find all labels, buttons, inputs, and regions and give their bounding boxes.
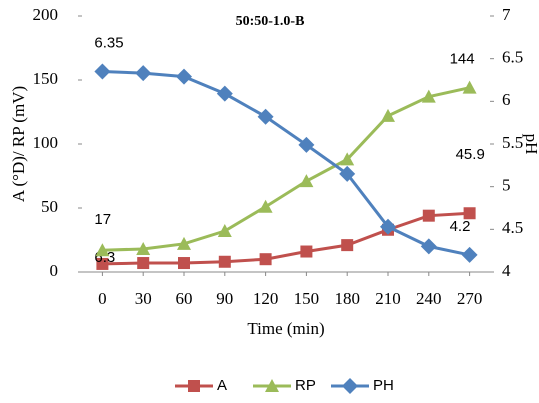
marker xyxy=(137,257,150,270)
data-label: 6.35 xyxy=(94,34,123,51)
marker xyxy=(341,239,354,252)
marker xyxy=(422,209,435,222)
marker xyxy=(298,136,315,153)
marker xyxy=(259,253,272,266)
marker xyxy=(420,238,437,255)
marker xyxy=(461,246,478,263)
legend-label[interactable]: PH xyxy=(373,377,394,394)
x-tick-label: 120 xyxy=(253,289,279,308)
legend-marker xyxy=(342,378,358,394)
x-tick-label: 270 xyxy=(457,289,483,308)
marker xyxy=(300,245,313,258)
legend-marker xyxy=(265,379,279,392)
y-tick-label: 0 xyxy=(50,261,59,280)
marker xyxy=(96,257,109,270)
x-axis-label: Time (min) xyxy=(247,319,324,338)
y2-axis-label: pH xyxy=(522,134,539,155)
marker xyxy=(216,85,233,102)
marker xyxy=(258,199,273,213)
x-tick-label: 210 xyxy=(375,289,401,308)
chart-title: 50:50-1.0-B xyxy=(236,14,305,29)
legend-marker xyxy=(188,380,200,392)
x-tick-label: 90 xyxy=(216,289,233,308)
marker xyxy=(217,224,232,238)
data-label: 17 xyxy=(94,211,111,228)
marker xyxy=(176,68,192,85)
y2-tick-label: 6.5 xyxy=(502,48,523,67)
y-tick-label: 150 xyxy=(33,69,59,88)
series-line xyxy=(102,86,470,252)
y2-tick-label: 5 xyxy=(502,176,511,195)
marker xyxy=(136,241,151,255)
marker xyxy=(95,243,110,257)
marker xyxy=(94,63,111,80)
y-tick-label: 200 xyxy=(33,5,59,24)
data-label: 4.2 xyxy=(450,218,471,235)
y2-tick-label: 5.5 xyxy=(502,133,523,152)
x-tick-label: 30 xyxy=(135,289,152,308)
x-tick-label: 0 xyxy=(98,289,107,308)
marker xyxy=(462,80,477,94)
x-tick-label: 60 xyxy=(176,289,193,308)
marker xyxy=(135,65,152,82)
y2-tick-label: 4 xyxy=(502,261,511,280)
x-tick-label: 240 xyxy=(416,289,442,308)
marker xyxy=(339,165,356,182)
marker xyxy=(299,174,314,188)
y2-tick-label: 4.5 xyxy=(502,218,523,237)
data-label: 144 xyxy=(450,51,475,68)
x-tick-label: 150 xyxy=(294,289,320,308)
marker xyxy=(257,108,274,125)
series-line xyxy=(102,211,470,266)
data-label: 45.9 xyxy=(456,146,485,163)
marker xyxy=(340,152,355,166)
y2-tick-label: 7 xyxy=(502,5,511,24)
series-line xyxy=(102,69,470,257)
marker xyxy=(218,255,231,268)
marker xyxy=(380,218,396,235)
y-tick-label: 50 xyxy=(41,197,58,216)
marker xyxy=(177,236,191,250)
y-tick-label: 100 xyxy=(33,133,59,152)
marker xyxy=(178,257,190,270)
marker xyxy=(421,89,436,103)
marker xyxy=(463,207,476,220)
legend-label[interactable]: RP xyxy=(295,377,316,394)
x-tick-label: 180 xyxy=(334,289,360,308)
y2-tick-label: 6 xyxy=(502,90,511,109)
y-axis-label: A (°D)/ RP (mV) xyxy=(9,86,28,202)
marker xyxy=(381,108,395,122)
legend-label[interactable]: A xyxy=(217,377,227,394)
